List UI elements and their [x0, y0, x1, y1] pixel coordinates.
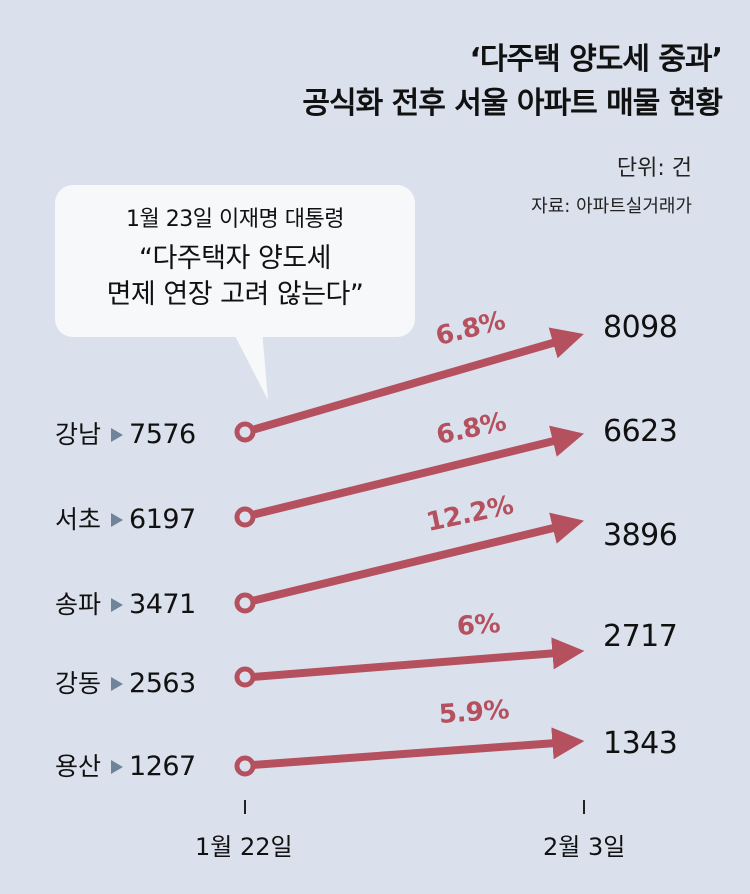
triangle-right-icon [111, 760, 124, 774]
triangle-right-icon [111, 598, 124, 612]
triangle-right-icon [111, 428, 124, 442]
start-value: 2563 [129, 668, 196, 699]
unit-label: 단위: 건 [616, 156, 692, 181]
row-label-seocho: 서초 6197 [55, 503, 196, 537]
start-marker-songpa [234, 592, 256, 614]
pct-change-yongsan: 5.9% [437, 695, 510, 730]
triangle-right-icon [111, 513, 124, 527]
chart-title: ‘다주택 양도세 중과’ 공식화 전후 서울 아파트 매물 현황 [302, 38, 723, 126]
arrow-gangnam [250, 327, 584, 434]
triangle-right-icon [111, 677, 124, 691]
district-name: 서초 [55, 505, 102, 534]
title-line-1: ‘다주택 양도세 중과’ [469, 42, 723, 77]
pct-change-gangdong: 6% [455, 609, 502, 642]
end-value-gangnam: 8098 [603, 310, 678, 345]
start-marker-seocho [234, 506, 256, 528]
end-value-yongsan: 1343 [603, 726, 678, 761]
callout-bubble: 1월 23일 이재명 대통령 “다주택자 양도세 면제 연장 고려 않는다” [55, 185, 415, 337]
start-value: 6197 [129, 504, 196, 535]
title-line-2: 공식화 전후 서울 아파트 매물 현황 [302, 86, 723, 121]
arrow-gangdong [251, 637, 585, 681]
district-name: 용산 [55, 752, 102, 781]
start-marker-gangdong [234, 666, 256, 688]
start-value: 3471 [129, 589, 196, 620]
arrow-songpa [251, 512, 584, 605]
x-tick-start [244, 800, 246, 814]
row-label-gangnam: 강남 7576 [55, 418, 196, 452]
district-name: 강남 [55, 420, 102, 449]
end-value-gangdong: 2717 [603, 619, 678, 654]
x-tick-end [583, 800, 585, 814]
start-marker-gangnam [234, 421, 256, 443]
end-value-seocho: 6623 [603, 414, 678, 449]
row-label-songpa: 송파 3471 [55, 588, 196, 622]
start-marker-yongsan [234, 755, 256, 777]
x-label-start: 1월 22일 [195, 833, 293, 861]
x-label-end: 2월 3일 [543, 833, 626, 861]
row-label-yongsan: 용산 1267 [55, 750, 196, 784]
callout-quote: “다주택자 양도세 면제 연장 고려 않는다” [55, 241, 415, 313]
arrow-yongsan [251, 727, 585, 769]
row-label-gangdong: 강동 2563 [55, 667, 196, 701]
end-value-songpa: 3896 [603, 518, 678, 553]
callout-date: 1월 23일 이재명 대통령 [126, 207, 344, 232]
callout-quote-line-2: 면제 연장 고려 않는다” [106, 279, 364, 310]
callout-quote-line-1: “다주택자 양도세 [139, 243, 331, 274]
arrow-seocho [251, 425, 584, 519]
start-value: 7576 [129, 419, 196, 450]
source-label: 자료: 아파트실거래가 [531, 196, 692, 217]
district-name: 송파 [55, 590, 102, 619]
start-value: 1267 [129, 751, 196, 782]
district-name: 강동 [55, 669, 102, 698]
